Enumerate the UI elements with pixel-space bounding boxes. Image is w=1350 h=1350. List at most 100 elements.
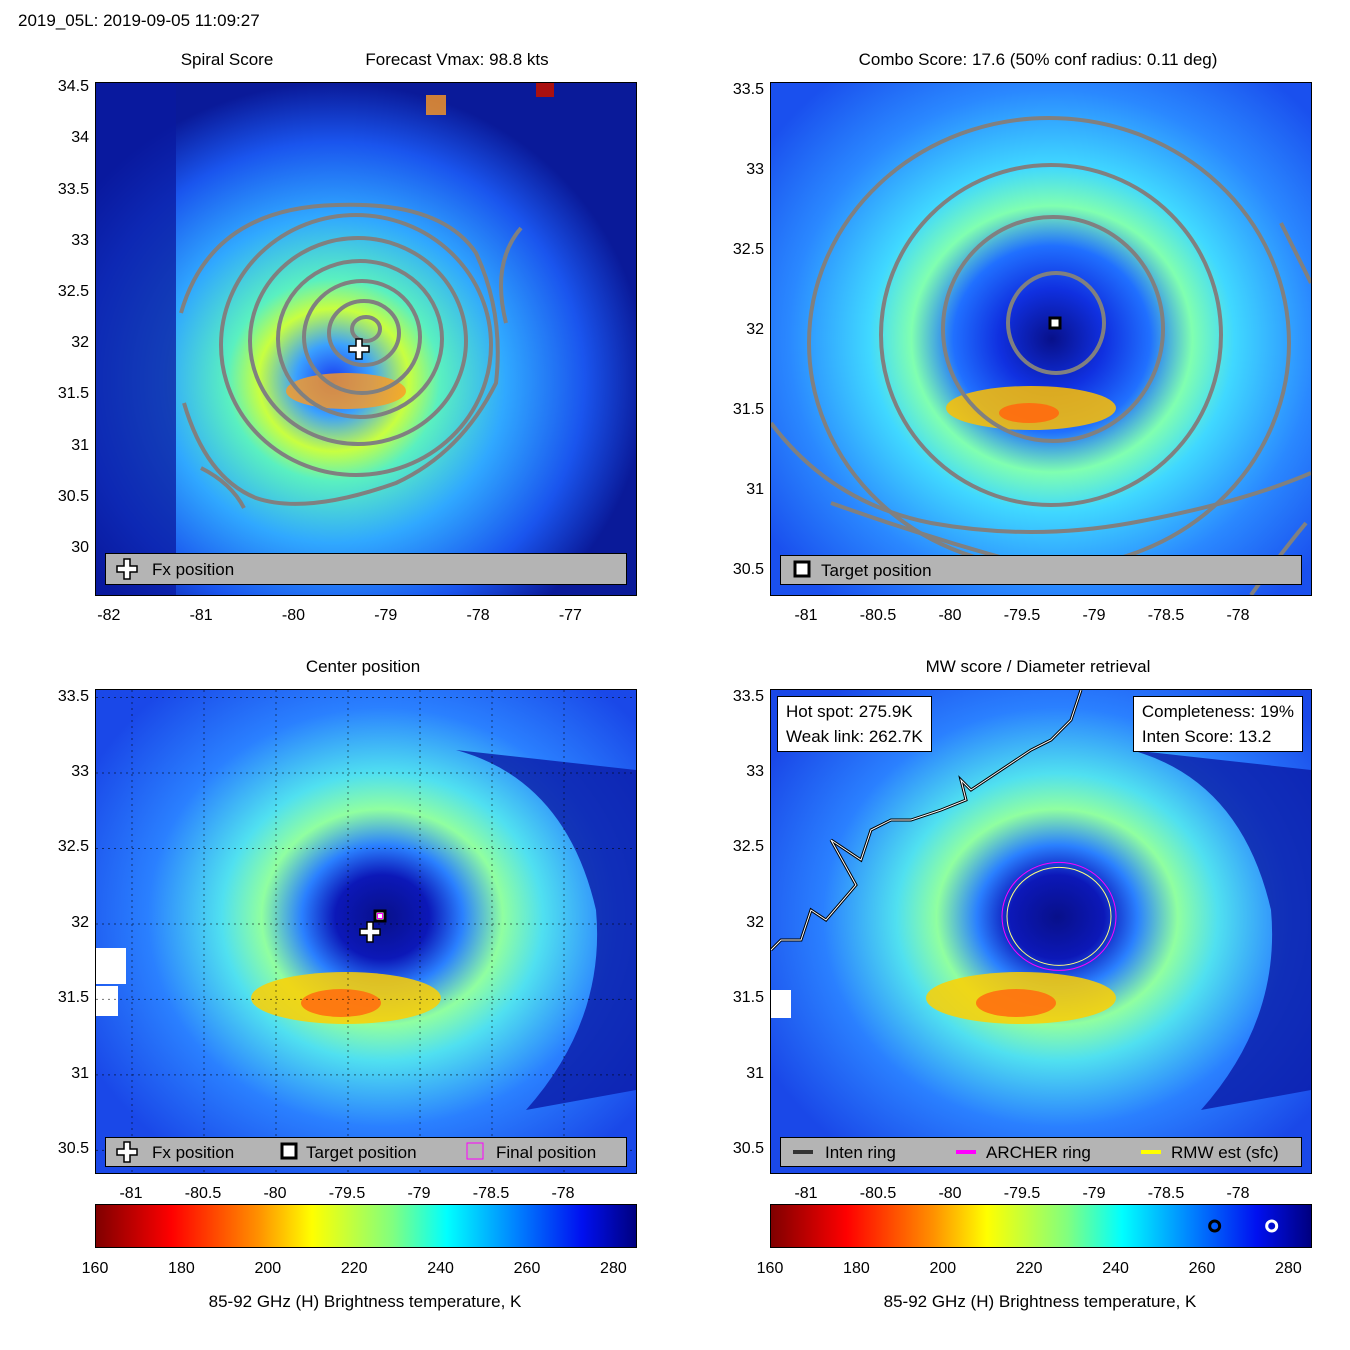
spiral-score-heatmap: [96, 83, 636, 595]
fx-position-marker: [358, 920, 381, 943]
spiral-score-plot: Fx position: [95, 82, 637, 596]
colorbar-left-gradient: [96, 1205, 636, 1247]
inten-score-text: Inten Score: 13.2: [1141, 727, 1272, 746]
x-tick-label: -80: [938, 1185, 962, 1202]
x-tick-label: -79: [1082, 607, 1106, 624]
x-tick-label: -82: [97, 607, 121, 624]
colorbar-tick-label: 200: [929, 1260, 957, 1277]
y-tick-label: 33.5: [732, 81, 764, 98]
y-tick-label: 32.5: [57, 838, 89, 856]
hot-spot-marker: [1265, 1219, 1279, 1233]
x-tick-label: -81: [189, 607, 213, 624]
combo-score-plot: Target position: [770, 82, 1312, 596]
final-position-icon: [466, 1142, 484, 1160]
x-tick-label: -81: [794, 607, 818, 624]
x-tick-label: -78.5: [1147, 1185, 1185, 1202]
y-tick-label: 31.5: [57, 989, 89, 1007]
x-tick-label: -78: [1226, 607, 1250, 624]
legend-bl: Fx position Target position Final positi…: [105, 1137, 627, 1167]
colorbar-tick-label: 160: [81, 1260, 109, 1277]
colorbar-tick-label: 220: [1015, 1260, 1043, 1277]
spiral-contours: [179, 202, 523, 509]
x-tick-label: -80.5: [859, 1185, 897, 1202]
center-position-plot: Fx position Target position Final positi…: [95, 689, 637, 1174]
hot-spot-text: Hot spot: 275.9K: [786, 702, 913, 721]
y-tick-label: 32.5: [732, 241, 764, 258]
fx-position-marker: [348, 338, 370, 360]
legend-label-final-position: Final position: [496, 1143, 597, 1162]
target-position-icon: [280, 1142, 298, 1160]
weak-link-text: Weak link: 262.7K: [786, 727, 923, 746]
x-tick-label: -78: [1226, 1185, 1250, 1202]
x-tick-label: -80: [281, 607, 306, 624]
weak-link-marker: [1208, 1219, 1222, 1233]
score-info-box: Completeness: 19% Inten Score: 13.2: [1132, 696, 1303, 752]
y-tick-label: 32: [746, 913, 764, 931]
y-tick-label: 33: [746, 763, 764, 781]
legend-label-archer-ring: ARCHER ring: [986, 1143, 1091, 1162]
x-tick-label: -78.5: [1147, 607, 1185, 624]
colorbar-left: [95, 1204, 637, 1248]
y-tick-label: 32: [71, 913, 89, 931]
x-tick-label: -78.5: [472, 1185, 510, 1202]
inten-ring-swatch: [793, 1150, 813, 1154]
legend-tl: Fx position: [105, 553, 627, 585]
legend-label-target-position: Target position: [821, 561, 932, 580]
hotspot-info-box: Hot spot: 275.9K Weak link: 262.7K: [777, 696, 932, 752]
combo-score-heatmap: [771, 83, 1311, 595]
y-tick-label: 34: [71, 129, 89, 147]
target-position-icon: [793, 560, 811, 578]
colorbar-right-gradient: [771, 1205, 1311, 1247]
colorbar-tick-label: 280: [1275, 1260, 1302, 1277]
x-tick-label: -78: [551, 1185, 575, 1202]
x-tick-label: -80.5: [184, 1185, 222, 1202]
x-tick-label: -79: [1082, 1185, 1106, 1202]
mw-score-plot: Hot spot: 275.9K Weak link: 262.7K Compl…: [770, 689, 1312, 1174]
y-tick-label: 32: [71, 334, 89, 352]
colorbar-tick-label: 280: [600, 1260, 627, 1277]
panel-title-spiral-score: Spiral Score: [180, 50, 274, 69]
fx-position-icon: [116, 1141, 138, 1163]
x-tick-label: -78: [466, 607, 490, 624]
y-tick-label: 31: [71, 436, 89, 454]
colorbar-tick-label: 180: [843, 1260, 870, 1277]
archer-ring-swatch: [956, 1150, 976, 1154]
y-tick-label: 31.5: [732, 989, 764, 1007]
y-tick-label: 33.5: [57, 180, 89, 198]
x-tick-label: -81: [119, 1185, 143, 1202]
colorbar-tick-label: 160: [756, 1260, 784, 1277]
colorbar-label-right: 85-92 GHz (H) Brightness temperature, K: [883, 1292, 1197, 1311]
x-tick-label: -79: [374, 607, 398, 624]
x-tick-label: -81: [794, 1185, 818, 1202]
y-tick-label: 30: [71, 538, 89, 556]
legend-tr: Target position: [780, 555, 1302, 585]
legend-label-rmw-est: RMW est (sfc): [1171, 1143, 1279, 1162]
colorbar-tick-label: 240: [1102, 1260, 1129, 1277]
y-tick-label: 30.5: [732, 561, 764, 578]
coastline-highlight: [771, 690, 1082, 951]
colorbar-right: [770, 1204, 1312, 1248]
x-tick-label: -79.5: [1003, 607, 1041, 624]
x-tick-label: -80: [263, 1185, 287, 1202]
colorbar-tick-label: 200: [254, 1260, 282, 1277]
colorbar-tick-label: 220: [340, 1260, 368, 1277]
x-tick-label: -80: [938, 607, 962, 624]
colorbar-label-left: 85-92 GHz (H) Brightness temperature, K: [208, 1292, 522, 1311]
y-tick-label: 31.5: [732, 401, 764, 418]
colorbar-tick-label: 260: [513, 1260, 541, 1277]
panel-title-forecast-vmax: Forecast Vmax: 98.8 kts: [365, 50, 549, 69]
y-tick-label: 32.5: [57, 282, 89, 300]
x-tick-label: -77: [558, 607, 582, 624]
figure-title: 2019_05L: 2019-09-05 11:09:27: [18, 11, 260, 30]
y-tick-label: 31: [746, 1064, 764, 1082]
y-tick-label: 32.5: [732, 838, 764, 856]
y-tick-label: 31: [71, 1064, 89, 1082]
x-tick-label: -79.5: [328, 1185, 366, 1202]
y-tick-label: 30.5: [57, 487, 89, 505]
legend-label-fx-position: Fx position: [152, 560, 235, 579]
colorbar-tick-label: 180: [168, 1260, 195, 1277]
legend-label-inten-ring: Inten ring: [825, 1143, 896, 1162]
y-tick-label: 34.5: [57, 78, 89, 96]
completeness-text: Completeness: 19%: [1141, 702, 1294, 721]
x-tick-label: -79: [407, 1185, 431, 1202]
